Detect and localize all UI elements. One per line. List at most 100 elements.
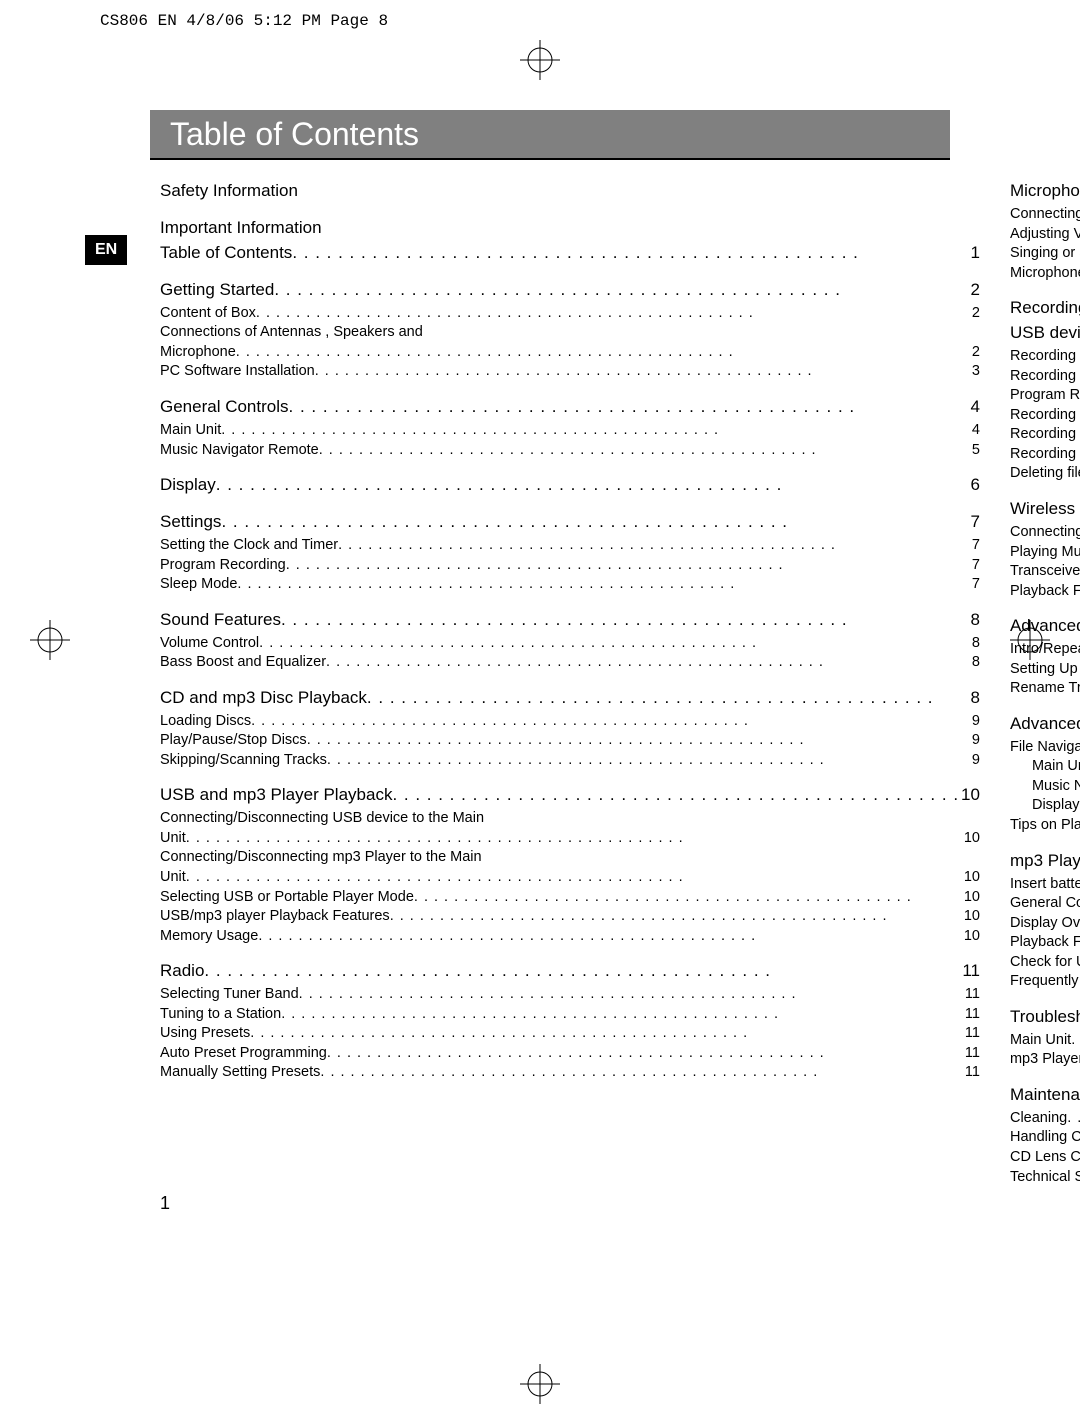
- toc-entry: Main Unit17: [1010, 757, 1080, 777]
- toc-entry: Bass Boost and Equalizer8: [160, 653, 980, 673]
- toc-label: Manually Setting Presets: [160, 1063, 320, 1083]
- page-number: 1: [160, 1193, 170, 1214]
- toc-entry: General Controls20: [1010, 894, 1080, 914]
- toc-label: Advanced Playback Controls: [1010, 615, 1080, 638]
- toc-label: Content of Box: [160, 304, 256, 324]
- toc-entry: Manually Setting Presets11: [160, 1063, 980, 1083]
- toc-entry: Recording with Microphone Input14: [1010, 406, 1080, 426]
- toc-page: 1: [969, 242, 980, 265]
- toc-page: 11: [963, 1044, 980, 1064]
- toc-label: Display: [1032, 796, 1080, 816]
- toc-section: Safety Information: [160, 180, 980, 203]
- toc-leader: [256, 304, 970, 324]
- toc-section: USB device13: [1010, 322, 1080, 345]
- toc-entry: Music Navigator Remote17: [1010, 777, 1080, 797]
- toc-label: Connecting/Disconnecting mp3 Player to t…: [160, 848, 482, 868]
- toc-page: 11: [963, 1005, 980, 1025]
- toc-section: Important Information: [160, 217, 980, 240]
- toc-label: USB and mp3 Player Playback: [160, 784, 392, 807]
- toc-page: 8: [969, 609, 980, 632]
- toc-label: Wireless Musiclink: [1010, 498, 1080, 521]
- toc-leader: [274, 279, 968, 302]
- toc-entry: Selecting USB or Portable Player Mode10: [160, 888, 980, 908]
- toc-label: PC Software Installation: [160, 362, 315, 382]
- toc-section: Maintenance24: [1010, 1084, 1080, 1107]
- toc-label: Connecting your Microphone: [1010, 205, 1080, 225]
- toc-leader: [1071, 1031, 1080, 1051]
- toc-entry: Music Navigator Remote5: [160, 441, 980, 461]
- toc-page: 11: [960, 960, 980, 983]
- crop-mark-bottom: [520, 1364, 560, 1404]
- toc-leader: [204, 960, 960, 983]
- toc-label: Music Navigator Remote: [160, 441, 319, 461]
- toc-label: Selecting Tuner Band: [160, 985, 299, 1005]
- toc-label: Frequently Asked Questions: [1010, 972, 1080, 992]
- toc-label: Cleaning: [1010, 1109, 1067, 1129]
- toc-page: 2: [970, 304, 980, 324]
- toc-page: 10: [962, 868, 980, 888]
- toc-label: CD Lens Care: [1010, 1148, 1080, 1168]
- toc-leader: [292, 242, 968, 265]
- toc-entry: Check for Updates21: [1010, 953, 1080, 973]
- toc-entry: Selecting Tuner Band11: [160, 985, 980, 1005]
- toc-entry: Recording CD to mp3 player13: [1010, 347, 1080, 367]
- toc-leader: [186, 829, 962, 849]
- toc-section: mp3 Player20: [1010, 850, 1080, 873]
- toc-label: Auto Preset Programming: [160, 1044, 327, 1064]
- toc-leader: [289, 396, 969, 419]
- toc-label: Playback Features: [1010, 933, 1080, 953]
- toc-page: 9: [970, 712, 980, 732]
- toc-entry: Unit10: [160, 868, 980, 888]
- toc-label: Microphone Input Recording: [1010, 264, 1080, 284]
- toc-entry: Tuning to a Station11: [160, 1005, 980, 1025]
- toc-entry: Volume Control8: [160, 634, 980, 654]
- toc-section: CD and mp3 Disc Playback8: [160, 687, 980, 710]
- toc-leader: [338, 536, 970, 556]
- toc-label: Maintenance: [1010, 1084, 1080, 1107]
- toc-page: 6: [969, 474, 980, 497]
- toc-label: Volume Control: [160, 634, 259, 654]
- toc-entry: Recording Information14: [1010, 445, 1080, 465]
- toc-page: 8: [970, 653, 980, 673]
- toc-entry: mp3 Player23: [1010, 1050, 1080, 1070]
- toc-label: Recording with Microphone Input: [1010, 406, 1080, 426]
- toc-section: Radio11: [160, 960, 980, 983]
- toc-label: Display: [160, 474, 216, 497]
- toc-label: Sound Features: [160, 609, 281, 632]
- crop-mark-left: [30, 620, 70, 660]
- toc-leader: [315, 362, 970, 382]
- toc-entry: Transceiver15: [1010, 562, 1080, 582]
- toc-label: Main Unit: [1010, 1031, 1071, 1051]
- toc-entry: Connecting your Unit to the Computer15: [1010, 523, 1080, 543]
- toc-entry: Singing or Speaking with your Microphone…: [1010, 244, 1080, 264]
- toc-section: Settings7: [160, 511, 980, 534]
- toc-leader: [281, 609, 969, 632]
- toc-entry: Main Unit22: [1010, 1031, 1080, 1051]
- toc-label: Music Navigator Remote: [1032, 777, 1080, 797]
- toc-label: USB/mp3 player Playback Features: [160, 907, 390, 927]
- toc-label: Main Unit: [1032, 757, 1080, 777]
- toc-page: 7: [969, 511, 980, 534]
- toc-entry: File Navigation17: [1010, 738, 1080, 758]
- toc-entry: Microphone Input Recording12: [1010, 264, 1080, 284]
- toc-label: Tips on Playback Sequence of Disc: [1010, 816, 1080, 836]
- toc-section: General Controls4: [160, 396, 980, 419]
- toc-page: 7: [970, 556, 980, 576]
- toc-label: Singing or Speaking with your Microphone: [1010, 244, 1080, 264]
- toc-entry: Play/Pause/Stop Discs9: [160, 731, 980, 751]
- toc-entry: Setting the Clock and Timer7: [160, 536, 980, 556]
- toc-entry: Handling CDs24: [1010, 1128, 1080, 1148]
- toc-leader: [327, 1044, 963, 1064]
- toc-page: 11: [963, 1024, 980, 1044]
- toc-section: Table of Contents1: [160, 242, 980, 265]
- toc-entry: Tips on Playback Sequence of Disc19: [1010, 816, 1080, 836]
- toc-section: Advanced Navigation Controls17: [1010, 713, 1080, 736]
- toc-label: Insert battery into the Player: [1010, 875, 1080, 895]
- toc-entry: Using Presets11: [160, 1024, 980, 1044]
- toc-label: Loading Discs: [160, 712, 251, 732]
- toc-label: Program Recording: [160, 556, 286, 576]
- toc-label: Setting Up a Program List: [1010, 660, 1080, 680]
- toc-entry: Loading Discs 9: [160, 712, 980, 732]
- toc-label: Recording Tuner/AUX to mp3 Player: [1010, 367, 1080, 387]
- toc-entry: Adjusting Volume12: [1010, 225, 1080, 245]
